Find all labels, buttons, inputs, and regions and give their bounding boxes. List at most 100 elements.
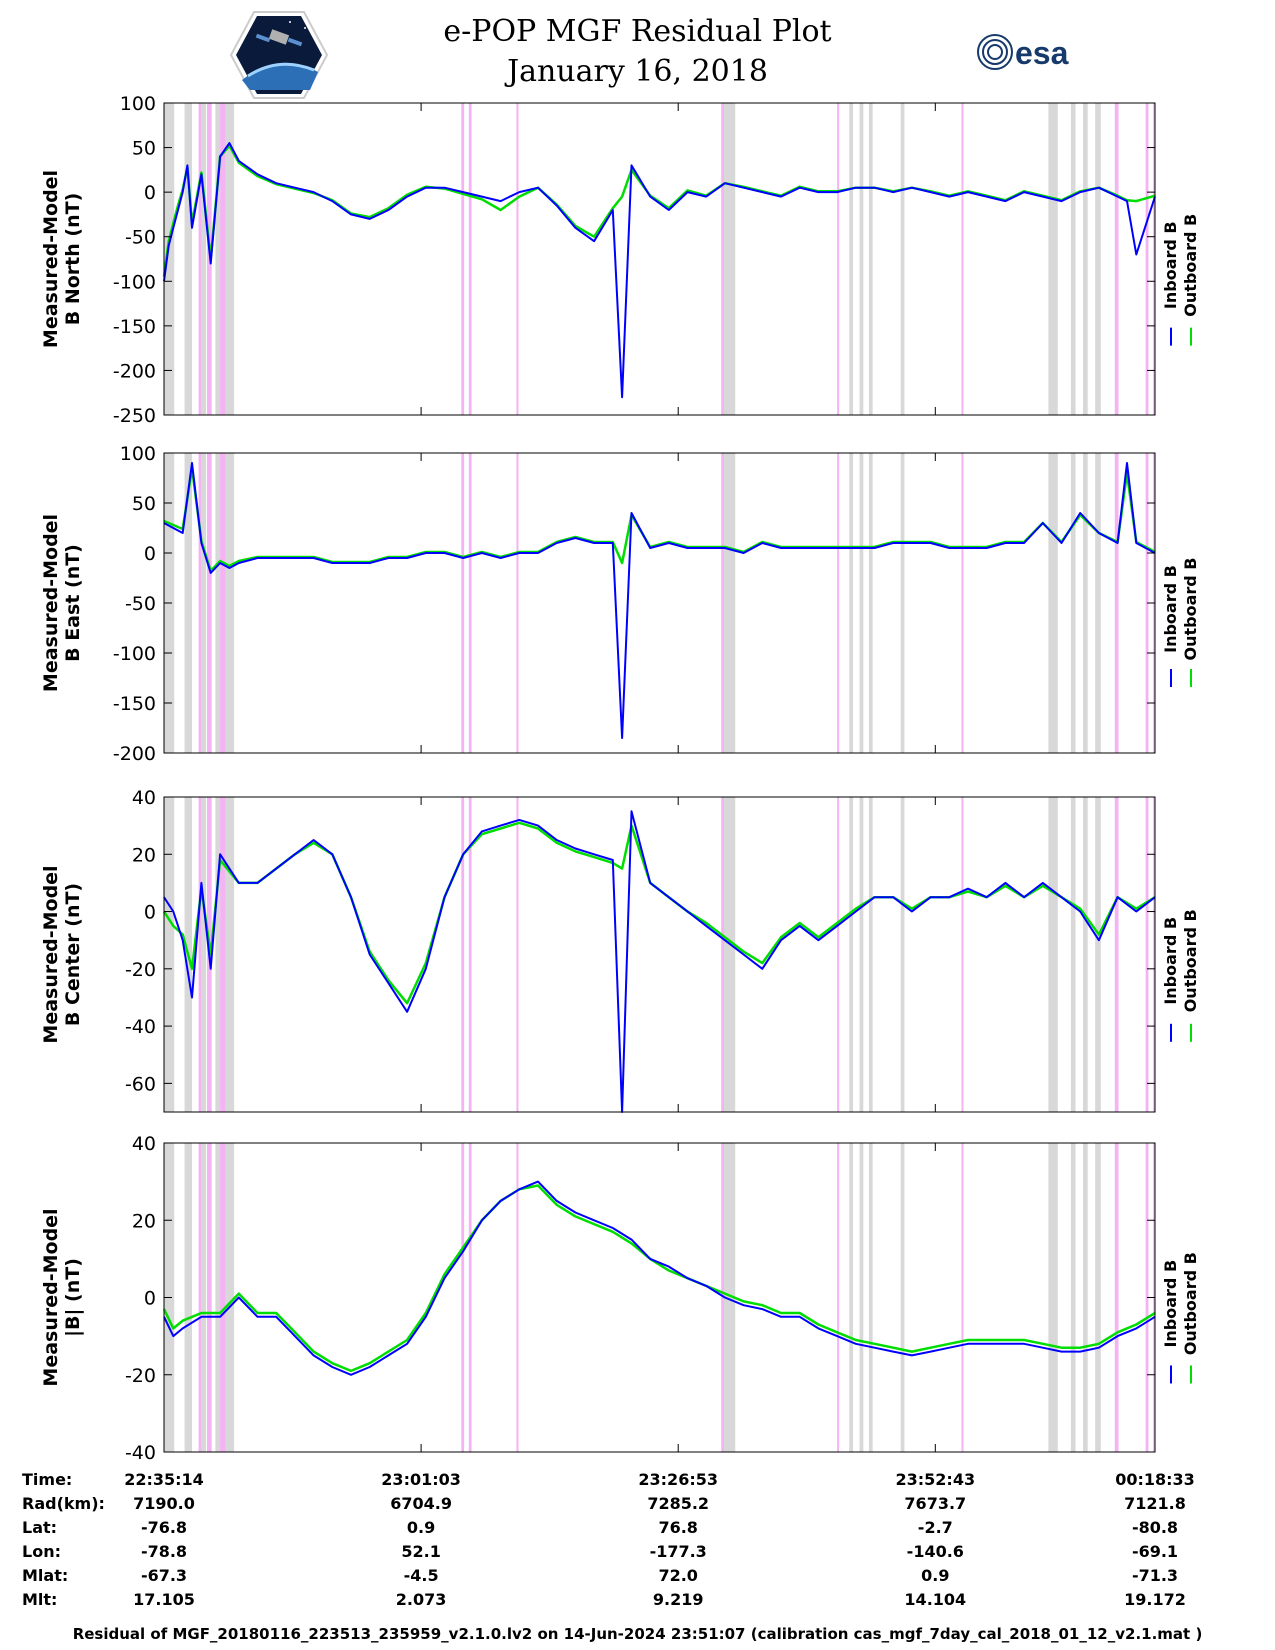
data-gap-band [201, 453, 207, 753]
y-tick-label: -100 [113, 643, 156, 665]
event-band [468, 103, 472, 415]
plot-frame [163, 1142, 1156, 1453]
data-gap-band [1095, 797, 1101, 1112]
event-band [198, 453, 202, 753]
data-gap-band [184, 1143, 193, 1452]
data-gap-band [201, 1143, 207, 1452]
chart-subtitle-date: January 16, 2018 [507, 54, 768, 89]
event-band [468, 1143, 472, 1452]
data-gap-band [868, 797, 873, 1112]
summary-row-label: Rad(km): [22, 1494, 105, 1513]
summary-cell: 9.219 [653, 1590, 704, 1609]
data-gap-band [201, 797, 207, 1112]
y-tick-label: 20 [132, 844, 156, 866]
plot-frame [163, 796, 1156, 1113]
data-gap-band [225, 453, 235, 753]
event-band [220, 103, 226, 415]
data-gap-band [215, 797, 221, 1112]
data-gap-band [225, 103, 235, 415]
data-gap-band [859, 103, 864, 415]
summary-cell: 23:52:43 [896, 1470, 976, 1489]
data-gap-band [1095, 453, 1101, 753]
chart-title: e-POP MGF Residual Plot [443, 14, 832, 49]
event-band [207, 453, 212, 753]
data-gap-band [723, 103, 736, 415]
summary-cell: -140.6 [907, 1542, 964, 1561]
y-axis-label-line: B East (nT) [62, 544, 84, 662]
inboard-series-line [163, 810, 1156, 1113]
data-gap-band [723, 1143, 736, 1452]
y-tick-label: 100 [120, 93, 156, 115]
event-band [961, 103, 964, 415]
event-band [468, 453, 472, 753]
event-band [1114, 453, 1119, 753]
data-gap-band [225, 1143, 235, 1452]
summary-cell: 6704.9 [390, 1494, 452, 1513]
event-band [1114, 103, 1119, 415]
summary-row-label: Mlt: [22, 1590, 57, 1609]
summary-cell: 14.104 [904, 1590, 966, 1609]
data-gap-band [849, 797, 854, 1112]
event-band [1153, 103, 1156, 415]
event-band [837, 453, 840, 753]
summary-cell: 7673.7 [904, 1494, 966, 1513]
data-gap-band [849, 453, 854, 753]
data-gap-band [859, 453, 864, 753]
event-band [1114, 1143, 1119, 1452]
data-gap-band [723, 797, 736, 1112]
y-tick-label: 0 [144, 1288, 156, 1310]
y-tick-label: -60 [125, 1073, 156, 1095]
data-gap-band [164, 103, 175, 415]
y-tick-label: -150 [113, 693, 156, 715]
y-tick-label: -200 [113, 743, 156, 765]
summary-cell: 23:01:03 [381, 1470, 461, 1489]
summary-cell: -177.3 [650, 1542, 707, 1561]
plot-frame [163, 102, 1156, 416]
y-tick-label: -40 [125, 1016, 156, 1038]
summary-cell: 22:35:14 [124, 1470, 204, 1489]
y-tick-label: 0 [144, 543, 156, 565]
data-gap-band [201, 103, 207, 415]
y-tick-label: 0 [144, 182, 156, 204]
summary-cell: 0.9 [407, 1518, 435, 1537]
data-gap-band [868, 103, 873, 415]
event-band [461, 1143, 465, 1452]
summary-cell: -78.8 [141, 1542, 187, 1561]
summary-row-label: Lat: [22, 1518, 57, 1537]
data-gap-band [1048, 1143, 1058, 1452]
summary-cell: 52.1 [401, 1542, 440, 1561]
y-tick-label: 40 [132, 1133, 156, 1155]
summary-row-label: Mlat: [22, 1566, 68, 1585]
data-gap-band [184, 103, 193, 415]
summary-cell: 2.073 [396, 1590, 447, 1609]
summary-cell: 76.8 [658, 1518, 697, 1537]
summary-cell: 17.105 [133, 1590, 195, 1609]
y-tick-label: -50 [125, 227, 156, 249]
summary-cell: 7285.2 [647, 1494, 709, 1513]
event-band [837, 1143, 840, 1452]
summary-cell: -76.8 [141, 1518, 187, 1537]
event-band [1145, 797, 1149, 1112]
y-tick-label: -150 [113, 316, 156, 338]
outboard-series-line [162, 144, 1156, 277]
data-gap-band [215, 103, 221, 415]
event-band [961, 1143, 964, 1452]
data-gap-band [900, 1143, 905, 1452]
summary-cell: -80.8 [1132, 1518, 1178, 1537]
y-tick-label: -20 [125, 959, 156, 981]
summary-cell: -4.5 [404, 1566, 439, 1585]
y-tick-label: 20 [132, 1210, 156, 1232]
data-gap-band [1095, 103, 1101, 415]
data-gap-band [1070, 797, 1076, 1112]
legend-entry-label: Inboard B [1161, 221, 1180, 309]
y-axis-label: Measured-Model B East (nT) [40, 514, 84, 692]
data-gap-band [1048, 103, 1058, 415]
data-gap-band [849, 1143, 854, 1452]
plot-frame [163, 452, 1156, 754]
data-gap-band [215, 453, 221, 753]
y-axis-label-line: B Center (nT) [62, 883, 84, 1026]
event-band [516, 1143, 519, 1452]
summary-row-label: Lon: [22, 1542, 61, 1561]
event-band [461, 797, 465, 1112]
legend-entry-label: Inboard B [1161, 565, 1180, 653]
